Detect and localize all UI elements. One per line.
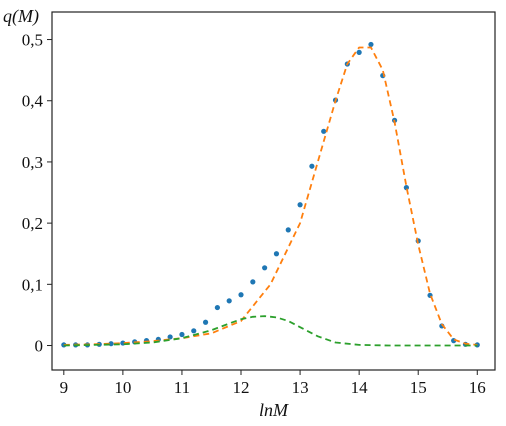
x-axis-title: lnM xyxy=(259,400,289,420)
data-point xyxy=(273,251,280,257)
series-3-line xyxy=(63,315,478,347)
data-point xyxy=(179,331,185,338)
data-point xyxy=(297,202,303,208)
y-tick-label: 0,2 xyxy=(22,214,43,233)
data-point xyxy=(356,49,362,55)
y-axis-title: q(M) xyxy=(3,6,39,27)
x-tick-label: 11 xyxy=(174,378,190,397)
x-tick-label: 10 xyxy=(114,378,131,397)
data-point xyxy=(250,279,256,285)
y-tick-label: 0,1 xyxy=(22,275,43,294)
series-2-line xyxy=(63,46,478,346)
x-tick-label: 9 xyxy=(60,378,69,397)
data-point xyxy=(309,163,315,169)
x-tick-label: 12 xyxy=(233,378,250,397)
data-point xyxy=(368,41,374,48)
y-tick-label: 0,3 xyxy=(22,153,43,172)
data-point xyxy=(321,128,327,134)
data-point xyxy=(167,334,173,340)
x-tick-label: 15 xyxy=(410,378,427,397)
plot-frame xyxy=(51,11,496,371)
data-point xyxy=(202,319,209,325)
data-point xyxy=(285,227,291,233)
y-tick-label: 0,4 xyxy=(22,92,44,111)
series-layer xyxy=(61,41,480,348)
x-tick-label: 14 xyxy=(351,378,369,397)
data-point xyxy=(262,265,268,271)
y-tick-label: 0 xyxy=(35,337,44,356)
x-tick-label: 16 xyxy=(469,378,486,397)
data-point xyxy=(238,292,244,298)
y-tick-label: 0,5 xyxy=(22,31,43,50)
data-point xyxy=(191,328,197,334)
ticks-layer: 9 10 11 12 13 14 15 16 0 0,1 0,2 0,3 0,4 0,5 xyxy=(22,31,486,397)
x-tick-label: 13 xyxy=(292,378,309,397)
data-point xyxy=(226,298,232,304)
data-point xyxy=(214,304,220,311)
